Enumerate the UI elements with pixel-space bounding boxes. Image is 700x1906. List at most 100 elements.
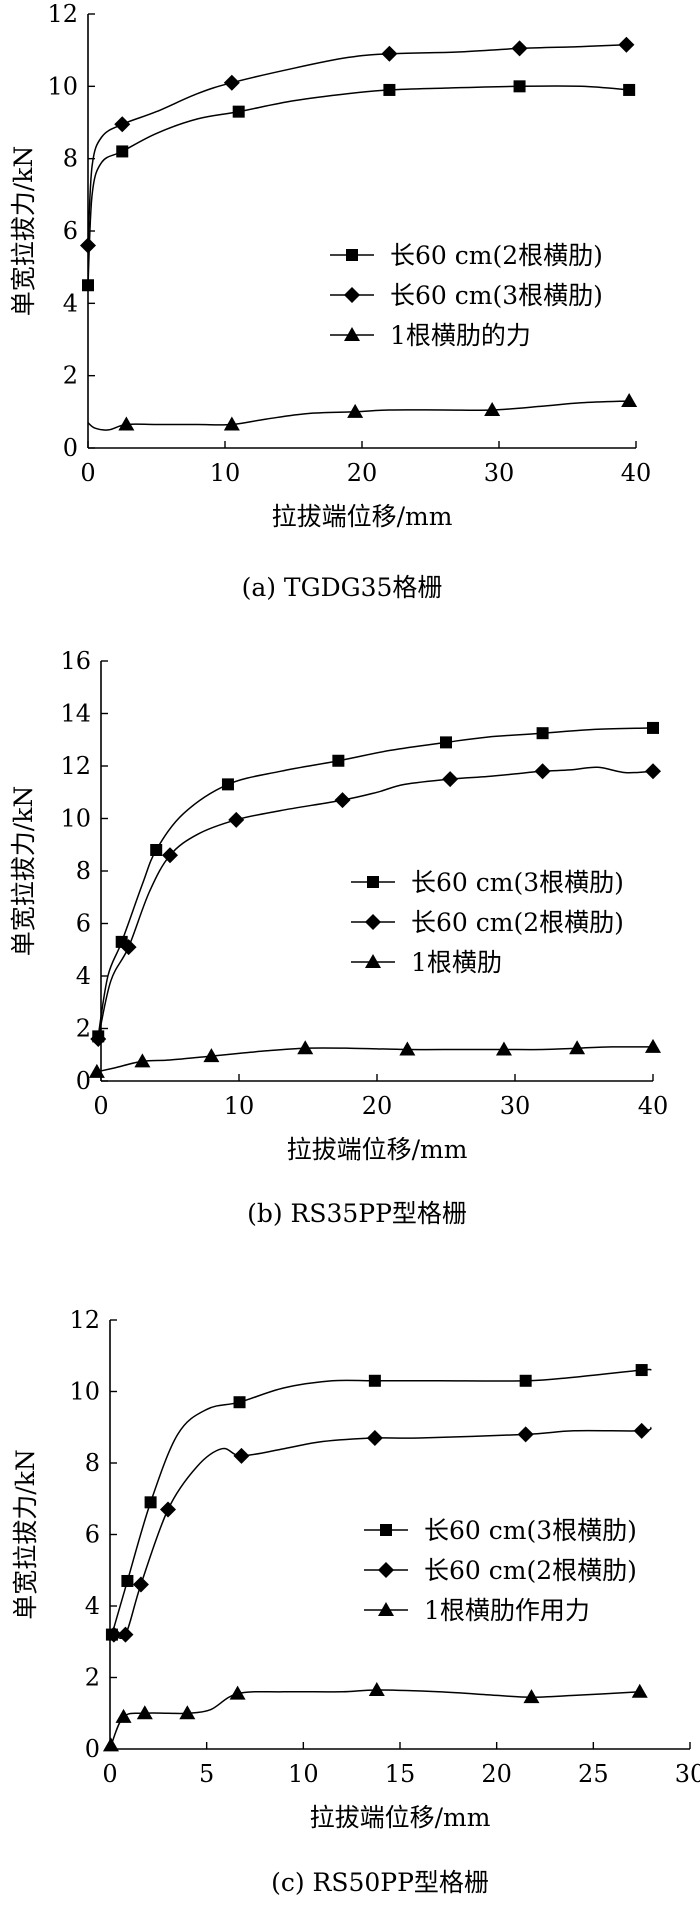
data-point-diamond	[80, 237, 96, 254]
data-point-diamond	[633, 1422, 650, 1439]
legend-label: 长60 cm(3根横肋)	[411, 868, 624, 897]
data-point-diamond	[233, 1447, 250, 1464]
data-point-triangle	[569, 1040, 586, 1055]
y-tick-label: 8	[85, 1449, 100, 1477]
legend-item: 1根横肋的力	[330, 321, 531, 350]
data-point-diamond	[162, 847, 178, 864]
data-point-triangle	[495, 1041, 512, 1056]
legend-item: 1根横肋	[351, 948, 502, 977]
data-point-diamond	[618, 36, 635, 53]
legend-marker-square	[380, 1524, 392, 1536]
legend-label: 长60 cm(2根横肋)	[424, 1556, 637, 1585]
series-3	[87, 392, 638, 431]
x-tick-label: 20	[347, 459, 378, 487]
legend-marker-diamond	[365, 914, 381, 930]
legend-marker-triangle	[378, 1602, 394, 1616]
data-point-triangle	[223, 416, 240, 431]
x-tick-label: 5	[199, 1760, 214, 1788]
legend-item: 长60 cm(2根横肋)	[351, 908, 624, 937]
data-point-square	[635, 1364, 648, 1377]
y-tick-label: 2	[85, 1664, 100, 1692]
data-point-triangle	[297, 1040, 314, 1055]
x-tick-label: 15	[385, 1760, 416, 1788]
x-tick-label: 20	[362, 1092, 393, 1120]
legend-marker-diamond	[378, 1562, 394, 1578]
x-tick-label: 0	[102, 1760, 117, 1788]
y-tick-label: 2	[76, 1015, 91, 1043]
y-tick-label: 14	[60, 700, 91, 728]
series-3	[102, 1682, 648, 1752]
data-point-square	[440, 736, 452, 749]
x-tick-label: 25	[578, 1760, 609, 1788]
series-line	[111, 1368, 652, 1635]
data-point-square	[513, 80, 526, 93]
data-point-square	[150, 844, 163, 856]
series-line	[96, 1046, 654, 1073]
y-tick-label: 6	[85, 1521, 100, 1549]
y-tick-label: 8	[63, 145, 78, 173]
y-tick-label: 6	[63, 217, 78, 245]
data-point-square	[332, 754, 345, 767]
y-tick-label: 4	[76, 962, 91, 990]
chart-caption: (a) TGDG35格栅	[242, 573, 443, 602]
y-tick-label: 12	[60, 752, 91, 780]
legend-marker-diamond	[344, 287, 360, 303]
series-line	[113, 1426, 652, 1639]
legend-item: 长60 cm(2根横肋)	[364, 1556, 637, 1585]
data-point-triangle	[621, 392, 638, 407]
series-line	[97, 766, 654, 1040]
y-tick-label: 0	[63, 434, 78, 462]
y-tick-label: 8	[76, 857, 91, 885]
legend-item: 长60 cm(2根横肋)	[330, 241, 603, 270]
series-1	[82, 80, 636, 292]
x-tick-label: 30	[484, 459, 515, 487]
data-point-diamond	[90, 1031, 107, 1047]
legend-label: 长60 cm(3根横肋)	[390, 281, 603, 310]
data-point-square	[383, 83, 396, 96]
y-tick-label: 4	[85, 1592, 100, 1620]
legend-marker-triangle	[365, 954, 381, 968]
data-point-triangle	[347, 403, 364, 418]
y-tick-label: 0	[76, 1067, 91, 1095]
data-point-diamond	[366, 1429, 383, 1446]
y-axis-label: 单宽拉拔力/kN	[9, 146, 38, 316]
data-point-square	[82, 279, 94, 292]
data-point-triangle	[203, 1048, 220, 1063]
data-point-diamond	[114, 116, 131, 133]
chart-caption: (b) RS35PP型格栅	[247, 1199, 467, 1228]
series-2	[105, 1422, 652, 1643]
y-tick-label: 10	[69, 1378, 100, 1406]
data-point-triangle	[88, 1063, 105, 1078]
series-line	[87, 43, 627, 246]
data-point-square	[232, 105, 245, 118]
x-tick-label: 10	[288, 1760, 319, 1788]
data-point-triangle	[523, 1689, 540, 1704]
legend-marker-square	[367, 876, 379, 888]
data-point-triangle	[645, 1038, 661, 1053]
data-point-triangle	[134, 1053, 151, 1068]
data-point-triangle	[484, 402, 501, 417]
data-point-triangle	[631, 1683, 648, 1698]
x-tick-label: 10	[224, 1092, 255, 1120]
data-point-square	[536, 727, 549, 740]
legend-marker-triangle	[344, 327, 360, 341]
x-axis-label: 拉拔端位移/mm	[287, 1135, 468, 1164]
chart-1: 0 2 4 6 8 10 12 0 10 20 30 40 拉拔端位移/mm 单宽拉拔力/kN (a) TG…	[9, 0, 651, 602]
legend-label: 长60 cm(2根横肋)	[390, 241, 603, 270]
x-tick-label: 40	[638, 1092, 669, 1120]
y-axis-label: 单宽拉拔力/kN	[9, 786, 38, 956]
data-point-triangle	[102, 1737, 119, 1752]
series-line	[87, 85, 630, 286]
y-tick-label: 4	[63, 289, 78, 317]
legend-label: 长60 cm(3根横肋)	[424, 1516, 637, 1545]
chart-2: 0 2 4 6 8 10 12 14 16 0 10 20 30 40 拉拔端位移/mm 单宽拉拔力/kN (b…	[9, 647, 668, 1228]
y-tick-label: 12	[69, 1306, 100, 1334]
x-axis-label: 拉拔端位移/mm	[272, 502, 453, 531]
data-point-diamond	[117, 1626, 134, 1643]
x-tick-label: 40	[621, 459, 652, 487]
x-tick-label: 0	[80, 459, 95, 487]
legend-marker-square	[346, 249, 358, 261]
series-3	[88, 1038, 661, 1078]
legend-label: 1根横肋作用力	[424, 1596, 590, 1625]
